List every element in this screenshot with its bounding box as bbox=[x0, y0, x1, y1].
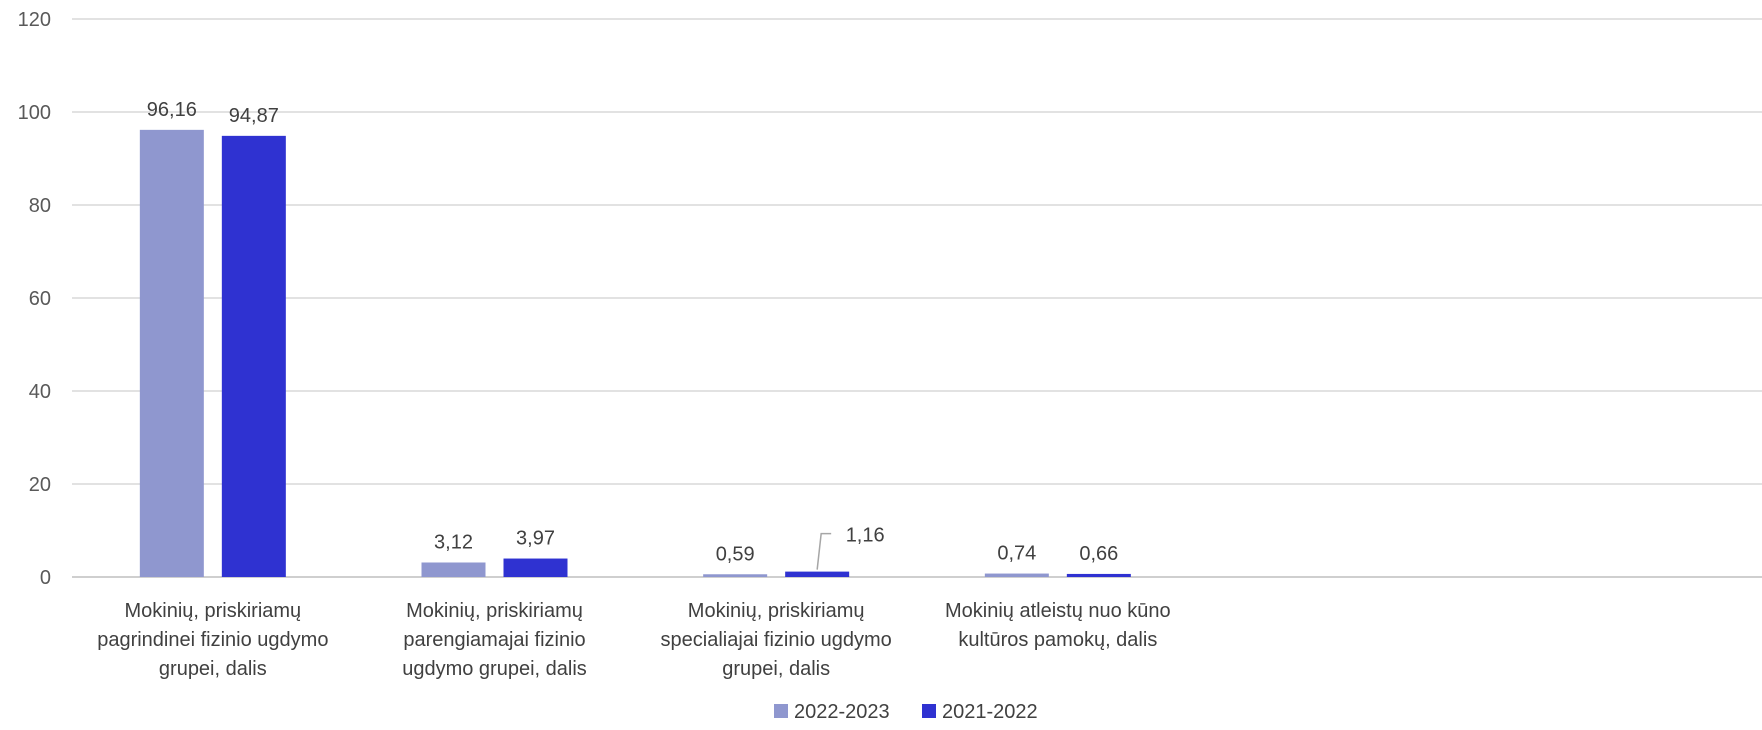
bar-2022-2023-2 bbox=[703, 574, 768, 577]
bar-2022-2023-1 bbox=[421, 562, 486, 577]
x-category-label: pagrindinei fizinio ugdymo bbox=[97, 629, 328, 651]
y-tick-label: 60 bbox=[29, 288, 51, 310]
bar-2021-2022-2 bbox=[785, 571, 850, 577]
bar-2021-2022-3 bbox=[1066, 573, 1131, 577]
x-axis: Mokinių, priskiriamų pagrindinei fizinio … bbox=[97, 600, 1170, 680]
x-category-label: Mokinių, priskiriamų bbox=[688, 600, 865, 622]
data-label: 0,74 bbox=[997, 543, 1036, 565]
y-axis: 0 20 40 60 80 100 120 bbox=[18, 9, 51, 589]
x-category-label: kultūros pamokų, dalis bbox=[958, 629, 1157, 651]
legend-swatch bbox=[774, 704, 788, 718]
data-labels: 96,16 3,12 0,59 0,74 94,87 3,97 1,16 0,66 bbox=[147, 99, 1118, 570]
bar-2022-2023-3 bbox=[984, 573, 1049, 577]
data-label: 96,16 bbox=[147, 99, 197, 121]
y-tick-label: 20 bbox=[29, 474, 51, 496]
leader-line bbox=[816, 532, 832, 570]
x-category-label: ugdymo grupei, dalis bbox=[402, 658, 587, 680]
data-label: 1,16 bbox=[846, 525, 885, 547]
y-tick-label: 100 bbox=[18, 102, 51, 124]
legend: 2022-2023 2021-2022 bbox=[774, 701, 1038, 723]
y-tick-label: 120 bbox=[18, 9, 51, 31]
y-tick-label: 0 bbox=[40, 567, 51, 589]
legend-label: 2021-2022 bbox=[942, 701, 1038, 723]
x-category-label: grupei, dalis bbox=[159, 658, 267, 680]
bar-2021-2022-1 bbox=[503, 558, 568, 577]
data-label: 0,66 bbox=[1079, 543, 1118, 565]
data-label: 3,97 bbox=[516, 528, 555, 550]
legend-swatch bbox=[922, 704, 936, 718]
bars bbox=[139, 129, 1131, 578]
x-category-label: Mokinių atleistų nuo kūno bbox=[945, 600, 1171, 622]
legend-label: 2022-2023 bbox=[794, 701, 890, 723]
data-label: 94,87 bbox=[229, 105, 279, 127]
x-category-label: specialiajai fizinio ugdymo bbox=[661, 629, 892, 651]
x-category-label: grupei, dalis bbox=[722, 658, 830, 680]
bar-2021-2022-0 bbox=[221, 135, 286, 578]
data-label: 3,12 bbox=[434, 531, 473, 553]
gridlines bbox=[72, 18, 1762, 578]
x-category-label: parengiamajai fizinio bbox=[403, 629, 585, 651]
y-tick-label: 40 bbox=[29, 381, 51, 403]
y-tick-label: 80 bbox=[29, 195, 51, 217]
x-category-label: Mokinių, priskiriamų bbox=[124, 600, 301, 622]
data-label: 0,59 bbox=[716, 543, 755, 565]
bar-2022-2023-0 bbox=[139, 129, 204, 577]
x-category-label: Mokinių, priskiriamų bbox=[406, 600, 583, 622]
